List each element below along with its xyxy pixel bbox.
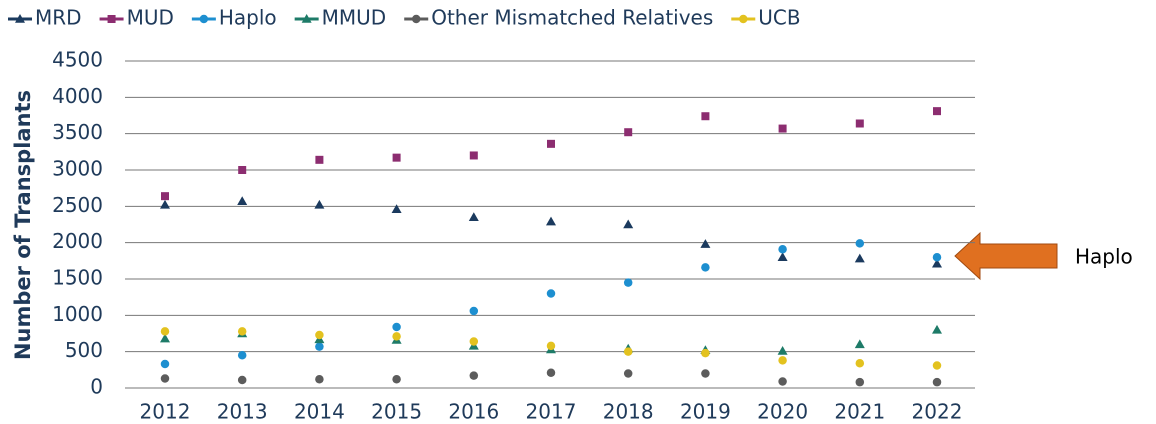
x-tick-label: 2018 [603, 400, 654, 424]
data-point [778, 377, 787, 386]
data-point [160, 374, 170, 383]
x-tick-label: 2020 [757, 400, 808, 424]
data-point [932, 377, 942, 387]
data-point [160, 199, 170, 209]
annotation: Haplo [1075, 245, 1133, 269]
legend-marker [15, 14, 25, 23]
data-point [855, 359, 865, 368]
data-point [778, 244, 787, 254]
data-point [315, 342, 324, 351]
data-point [315, 375, 324, 384]
data-point [546, 368, 556, 377]
data-point [623, 219, 634, 229]
legend-marker [107, 15, 116, 23]
data-point [469, 337, 479, 346]
y-tick-label: 2000 [52, 229, 103, 253]
legend-label: MRD [35, 6, 82, 30]
data-point [777, 345, 788, 355]
data-point [315, 330, 324, 340]
x-tick-label: 2014 [294, 400, 345, 424]
data-point [237, 375, 247, 385]
annotation-arrow [954, 231, 1058, 281]
data-point [314, 199, 325, 209]
x-tick-label: 2017 [526, 400, 577, 424]
y-tick-label: 2500 [52, 193, 103, 217]
data-point [546, 289, 556, 298]
y-tick-label: 3000 [52, 157, 103, 181]
data-point [933, 107, 941, 116]
data-point [468, 212, 479, 221]
data-point [161, 192, 169, 201]
x-tick-label: 2016 [448, 400, 499, 424]
data-point [391, 204, 402, 213]
data-point [237, 351, 247, 360]
data-point [237, 327, 247, 336]
data-point [701, 369, 710, 378]
data-point [623, 347, 633, 356]
x-tick-label: 2021 [834, 400, 885, 424]
data-point [469, 371, 479, 380]
data-point [469, 306, 479, 316]
legend-marker [411, 14, 421, 24]
y-tick-label: 0 [90, 375, 103, 399]
data-point [855, 239, 865, 248]
data-point [392, 332, 401, 341]
legend-label: MUD [127, 6, 174, 30]
x-tick-label: 2019 [680, 400, 731, 424]
data-point [932, 258, 942, 268]
x-tick-label: 2022 [912, 400, 963, 424]
data-point [392, 153, 401, 162]
y-tick-label: 4500 [52, 48, 103, 72]
data-point [315, 155, 324, 164]
data-point [701, 348, 710, 358]
data-point [160, 333, 170, 343]
y-tick-label: 3500 [52, 120, 103, 144]
legend-marker [739, 14, 748, 24]
data-point [701, 263, 710, 272]
y-tick-label: 500 [65, 338, 103, 362]
data-point [778, 124, 787, 133]
data-point [855, 119, 864, 128]
y-tick-label: 1000 [52, 302, 103, 326]
data-point [777, 252, 788, 261]
data-point [854, 339, 865, 349]
legend-label: Haplo [219, 6, 277, 30]
legend-label: Other Mismatched Relatives [431, 6, 713, 30]
data-point [700, 239, 711, 248]
data-point [238, 166, 247, 174]
data-point [855, 377, 865, 387]
x-tick-label: 2015 [371, 400, 422, 424]
data-point [854, 253, 865, 263]
data-point [623, 278, 633, 287]
y-tick-label: 4000 [52, 84, 103, 108]
data-point [932, 252, 942, 262]
data-point [392, 375, 401, 384]
data-point [701, 112, 710, 121]
data-point [160, 327, 170, 336]
data-point [624, 128, 633, 137]
data-point [623, 369, 633, 378]
y-tick-label: 1500 [52, 266, 103, 290]
data-point [932, 324, 942, 334]
data-point [469, 151, 478, 160]
data-point [237, 196, 248, 205]
x-tick-label: 2012 [140, 400, 191, 424]
legend-label: UCB [758, 6, 800, 30]
data-point [160, 359, 170, 369]
legend-label: MMUD [322, 6, 387, 30]
data-point [546, 216, 556, 226]
data-point [547, 139, 555, 148]
y-axis-label: Number of Transplants [11, 90, 35, 360]
data-point [392, 322, 401, 332]
legend-marker [301, 14, 312, 23]
x-tick-label: 2013 [217, 400, 268, 424]
legend-marker [199, 14, 209, 24]
data-point [546, 341, 556, 351]
data-point [778, 356, 787, 365]
data-point [932, 361, 942, 370]
